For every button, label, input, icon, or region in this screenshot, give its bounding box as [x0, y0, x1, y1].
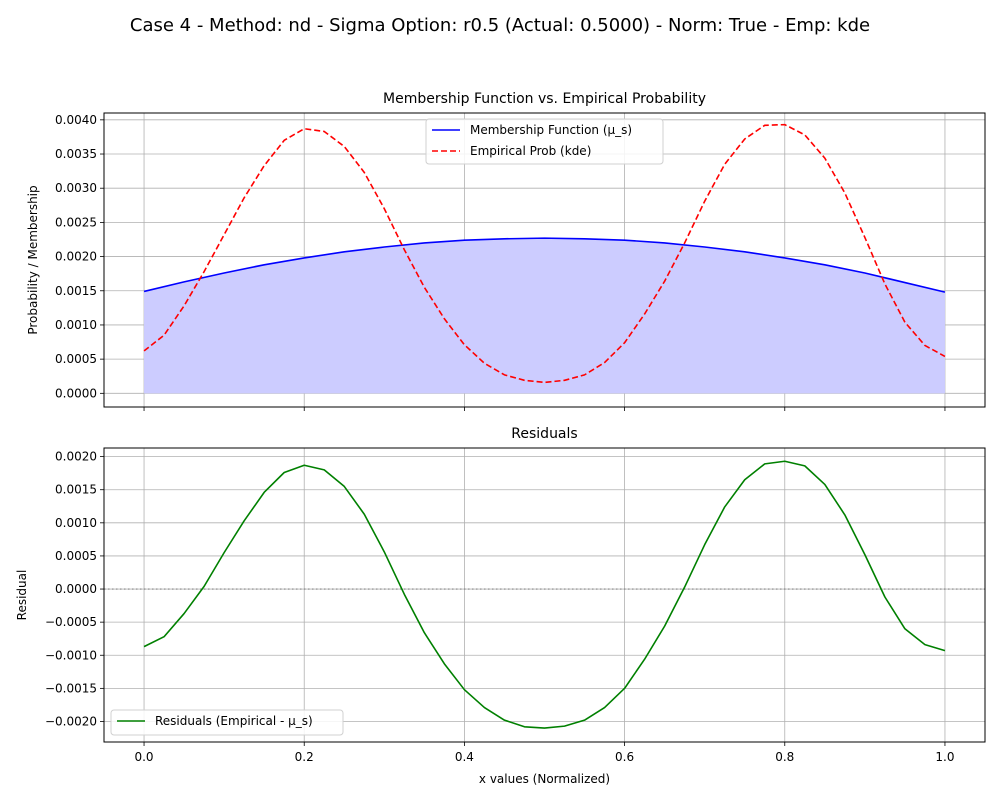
x-tick-label: 1.0 [935, 750, 954, 764]
y-axis-label: Residual [15, 570, 29, 621]
y-tick-label: 0.0015 [55, 483, 97, 497]
legend-box [425, 118, 664, 165]
y-tick-label: 0.0030 [55, 181, 97, 195]
membership-fill-area [144, 238, 945, 394]
y-tick-label: 0.0005 [55, 549, 97, 563]
y-tick-label: 0.0000 [55, 582, 97, 596]
y-tick-label: −0.0020 [45, 714, 97, 728]
y-tick-label: 0.0020 [55, 450, 97, 464]
x-tick-label: 0.8 [775, 750, 794, 764]
legend: Residuals (Empirical - μ_s) [110, 709, 344, 736]
y-tick-label: 0.0020 [55, 250, 97, 264]
y-tick-label: 0.0015 [55, 284, 97, 298]
axes-title: Residuals [511, 426, 577, 442]
legend-label-0: Residuals (Empirical - μ_s) [155, 714, 313, 728]
series-line-1 [143, 123, 946, 384]
y-tick-label: 0.0000 [55, 386, 97, 400]
x-tick-label: 0.2 [295, 750, 314, 764]
y-tick-label: 0.0010 [55, 516, 97, 530]
legend-label-1: Empirical Prob (kde) [470, 144, 591, 158]
series-line-0 [143, 460, 946, 729]
y-tick-label: 0.0010 [55, 318, 97, 332]
legend-label-0: Membership Function (μ_s) [470, 123, 632, 137]
axes-frame [103, 112, 986, 408]
axes-frame [103, 447, 986, 743]
y-tick-label: −0.0005 [45, 615, 97, 629]
figure-suptitle: Case 4 - Method: nd - Sigma Option: r0.5… [130, 15, 870, 36]
axes-title: Membership Function vs. Empirical Probab… [383, 91, 706, 107]
legend: Membership Function (μ_s) Empirical Prob … [425, 118, 664, 165]
series-line-0 [143, 237, 946, 293]
y-axis-label: Probability / Membership [26, 185, 40, 334]
x-tick-label: 0.4 [455, 750, 474, 764]
y-tick-label: 0.0035 [55, 147, 97, 161]
x-tick-label: 0.0 [134, 750, 153, 764]
bottom-panel-residuals: 0.0 0.2 0.4 0.6 0.8 1.0 −0.0020 −0.0015 −0.0010 −… [15, 426, 986, 786]
y-tick-label: 0.0005 [55, 352, 97, 366]
y-tick-label: 0.0040 [55, 113, 97, 127]
legend-box [110, 709, 344, 736]
y-tick-label: 0.0025 [55, 215, 97, 229]
x-axis-label: x values (Normalized) [479, 772, 610, 786]
x-tick-label: 0.6 [615, 750, 634, 764]
y-tick-label: −0.0015 [45, 681, 97, 695]
top-panel-membership-vs-empirical: 0.0000 0.0005 0.0010 0.0015 0.0020 0.0025 0.00… [26, 91, 986, 411]
y-tick-label: −0.0010 [45, 648, 97, 662]
